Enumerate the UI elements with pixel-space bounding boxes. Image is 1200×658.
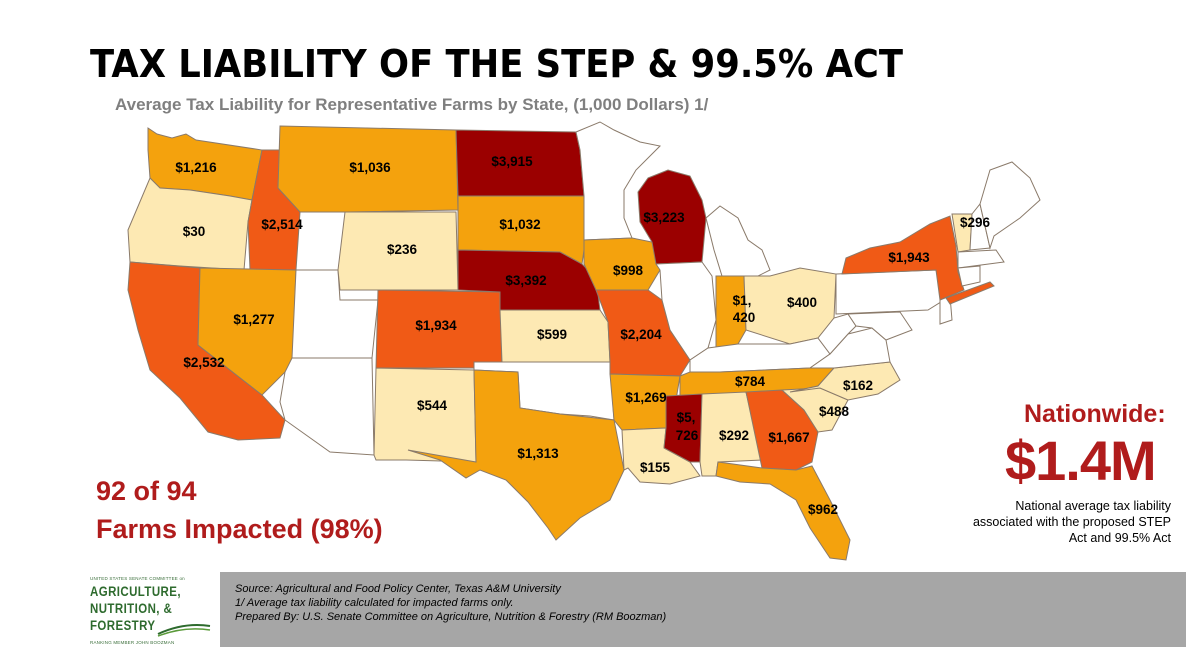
label-LA: $155 bbox=[640, 460, 671, 475]
farms-impacted-count: 92 of 94 bbox=[96, 476, 197, 506]
label-ID: $2,514 bbox=[261, 217, 303, 232]
state-KY bbox=[689, 337, 831, 373]
nationwide-value: $1.4M bbox=[1005, 429, 1157, 492]
label-WA: $1,216 bbox=[175, 160, 217, 175]
label-NY: $1,943 bbox=[888, 250, 930, 265]
label-NV: $1,277 bbox=[233, 312, 274, 327]
label-TX: $1,313 bbox=[517, 446, 559, 461]
logo-bottom-text: RANKING MEMBER JOHN BOOZMAN bbox=[90, 640, 175, 645]
logo-line-1: AGRICULTURE, bbox=[90, 584, 181, 599]
label-IA: $998 bbox=[613, 263, 644, 278]
nationwide-title: Nationwide: bbox=[1024, 400, 1166, 428]
page-title: TAX LIABILITY OF THE STEP & 99.5% ACT bbox=[90, 42, 903, 86]
nationwide-note: National average tax liability associate… bbox=[972, 499, 1171, 545]
state-MD bbox=[847, 311, 913, 341]
label-AL: $292 bbox=[719, 428, 749, 443]
committee-logo: UNITED STATES SENATE COMMITTEE on AGRICU… bbox=[88, 572, 213, 647]
state-LI bbox=[945, 281, 995, 305]
label-CO: $1,934 bbox=[415, 318, 457, 333]
state-FL bbox=[715, 461, 851, 561]
label-OR: $30 bbox=[183, 224, 206, 239]
state-MA bbox=[957, 249, 1005, 269]
label-OH: $400 bbox=[787, 295, 817, 310]
label-WI: $3,223 bbox=[643, 210, 685, 225]
label-NM: $544 bbox=[417, 398, 448, 413]
label-WY: $236 bbox=[387, 242, 418, 257]
state-labels: $1,216 $30 $2,532 $2,514 $1,277 $1,036 $… bbox=[175, 154, 990, 517]
label-MS-2: 726 bbox=[676, 428, 699, 443]
state-MO bbox=[595, 289, 691, 377]
logo-line-2: NUTRITION, & bbox=[90, 601, 173, 616]
state-NY bbox=[841, 215, 965, 301]
farms-impacted-label: Farms Impacted (98%) bbox=[96, 514, 383, 544]
page-subtitle: Average Tax Liability for Representative… bbox=[115, 95, 709, 114]
state-MI bbox=[705, 205, 771, 281]
label-FL: $962 bbox=[808, 502, 838, 517]
logo-swoosh-icon bbox=[157, 624, 211, 637]
state-IA bbox=[583, 237, 661, 291]
state-NM bbox=[373, 367, 477, 463]
label-IN-2: 420 bbox=[733, 310, 756, 325]
label-NC: $162 bbox=[843, 378, 873, 393]
label-MS-1: $5, bbox=[677, 410, 696, 425]
state-PA bbox=[835, 269, 945, 315]
label-TN: $784 bbox=[735, 374, 766, 389]
label-NE: $3,392 bbox=[505, 273, 546, 288]
state-MN bbox=[575, 121, 662, 241]
state-ME bbox=[979, 161, 1041, 250]
footer-source: Source: Agricultural and Food Policy Cen… bbox=[235, 583, 561, 595]
label-ND: $3,915 bbox=[491, 154, 533, 169]
label-KS: $599 bbox=[537, 327, 567, 342]
logo-top-text: UNITED STATES SENATE COMMITTEE on bbox=[90, 576, 185, 581]
footer-prepared: Prepared By: U.S. Senate Committee on Ag… bbox=[235, 611, 667, 623]
label-MO: $2,204 bbox=[620, 327, 662, 342]
footer-source-box: Source: Agricultural and Food Policy Cen… bbox=[220, 572, 1186, 647]
label-VT: $296 bbox=[960, 215, 991, 230]
state-CT bbox=[957, 265, 981, 287]
state-WY bbox=[337, 211, 459, 291]
logo-line-3: FORESTRY bbox=[90, 618, 156, 633]
label-AR: $1,269 bbox=[625, 390, 666, 405]
label-SC: $488 bbox=[819, 404, 850, 419]
footer-note: 1/ Average tax liability calculated for … bbox=[235, 597, 514, 609]
label-MT: $1,036 bbox=[349, 160, 391, 175]
label-GA: $1,667 bbox=[768, 430, 809, 445]
label-SD: $1,032 bbox=[499, 217, 540, 232]
state-TX bbox=[407, 369, 625, 541]
state-AZ bbox=[279, 357, 375, 456]
label-IN-1: $1, bbox=[733, 293, 752, 308]
label-CA: $2,532 bbox=[183, 355, 224, 370]
